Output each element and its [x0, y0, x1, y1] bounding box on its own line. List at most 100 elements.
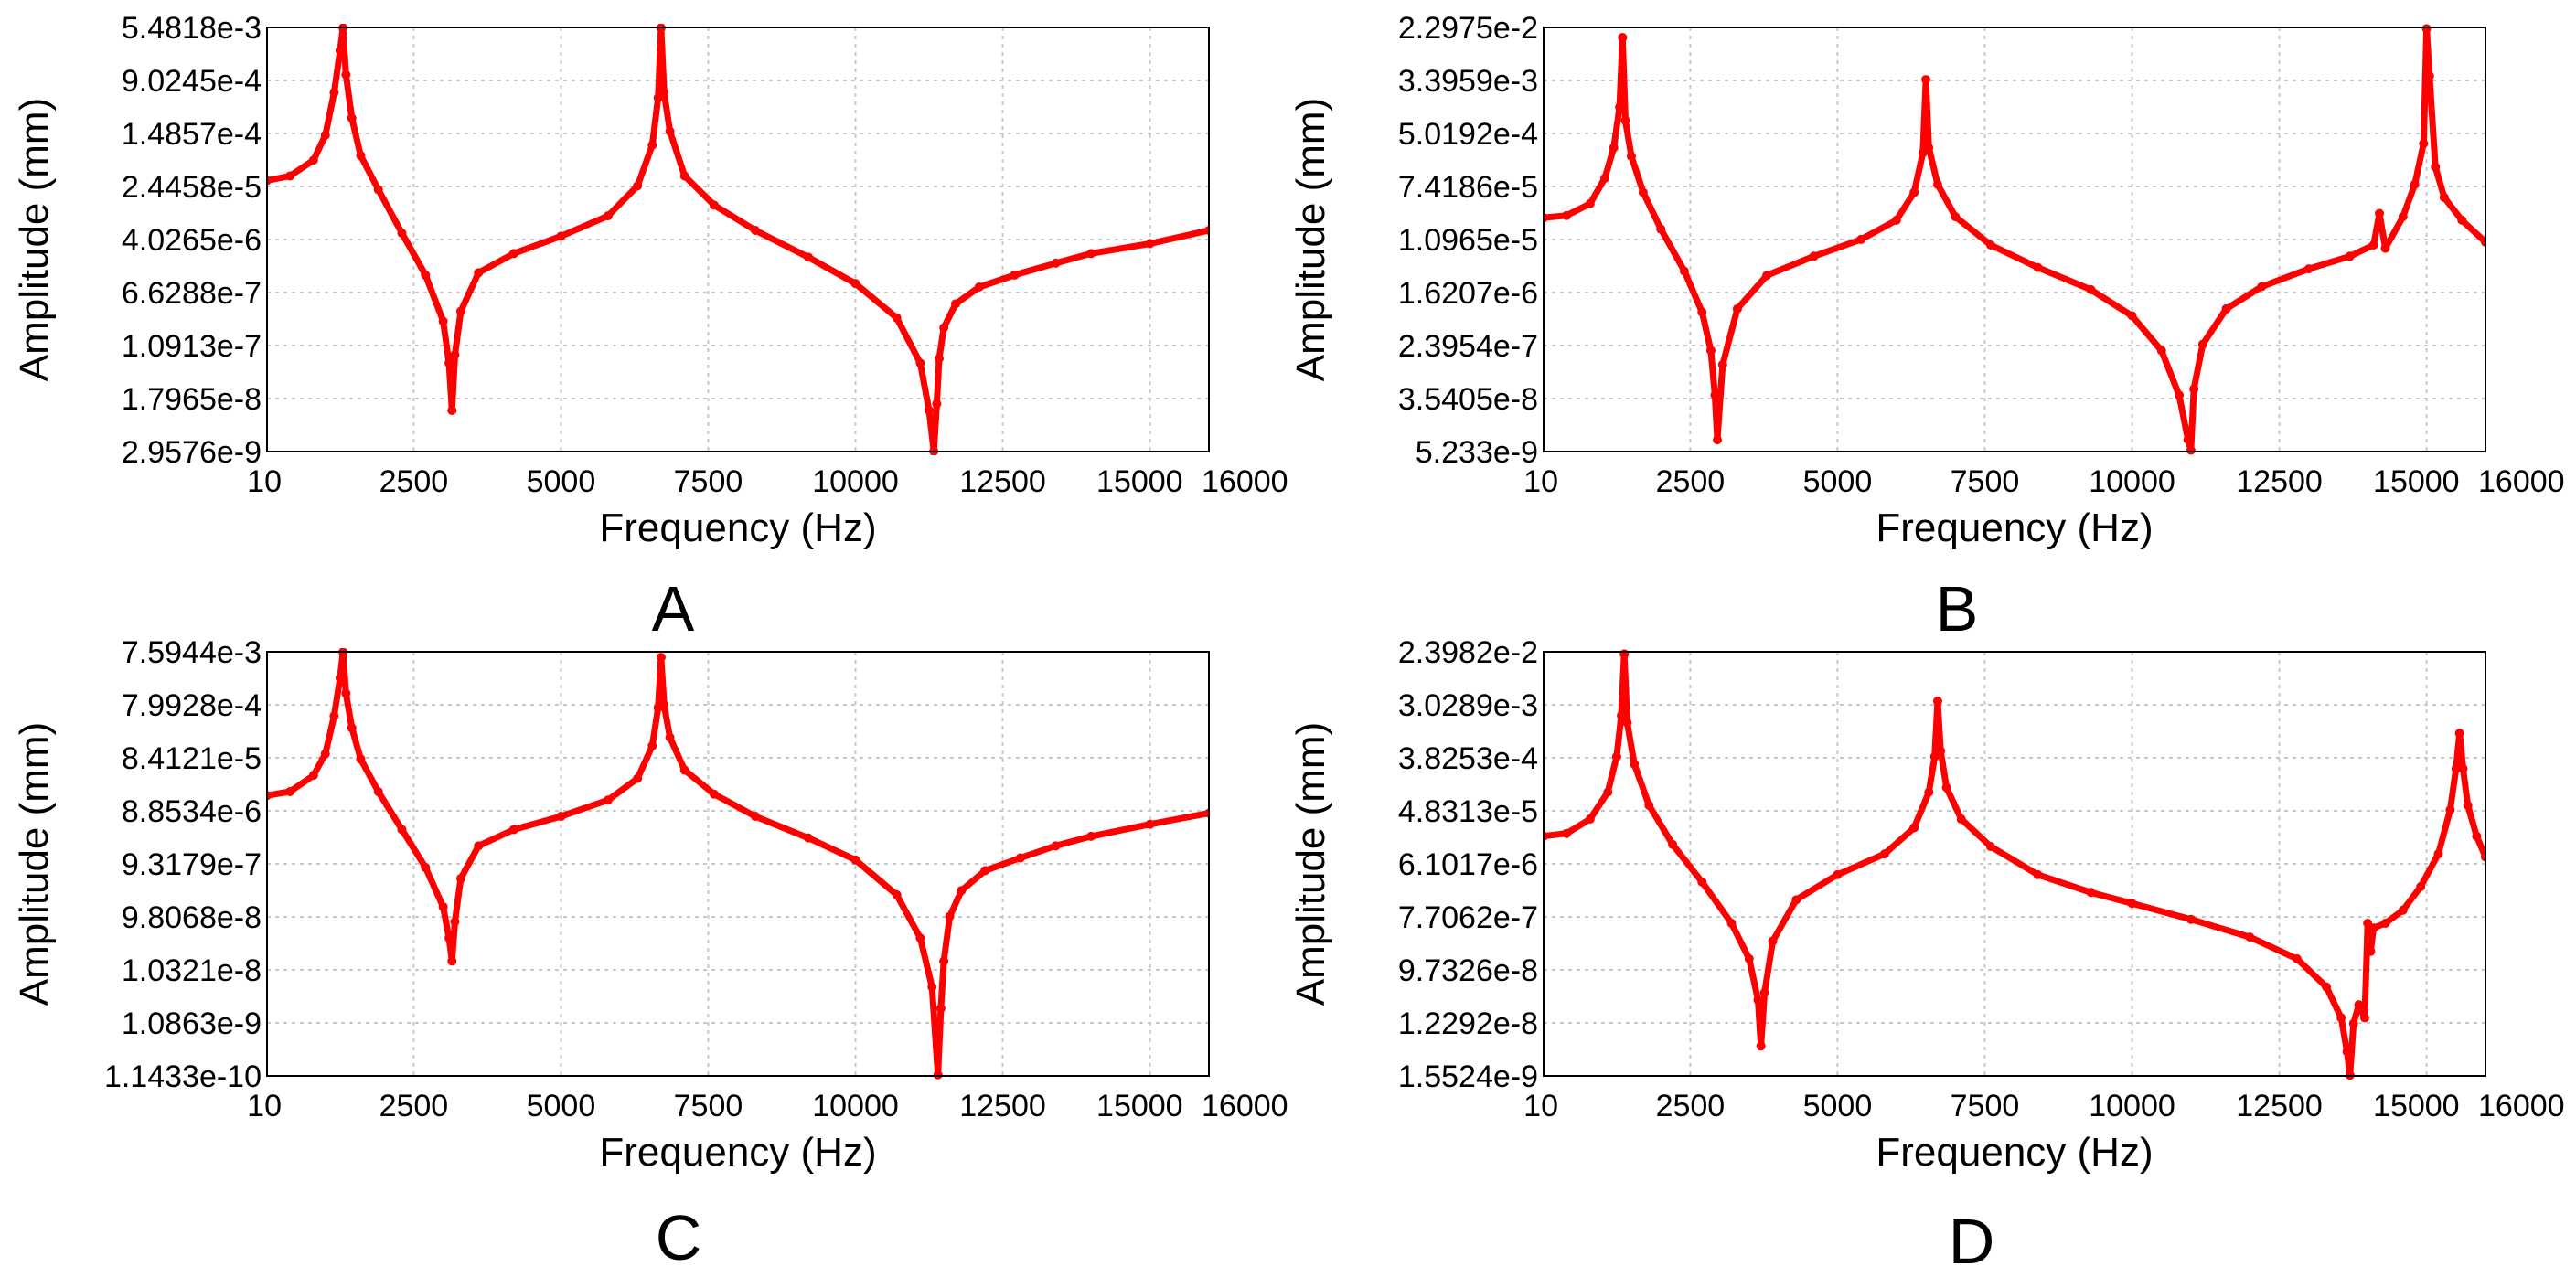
- panel-caption: D: [1949, 1206, 1995, 1277]
- chart-panel-d: 10 2500 5000 7500 10000 12500 15000 16000 2.3982…: [1288, 635, 2565, 1277]
- data-point: [925, 405, 935, 415]
- data-point: [2175, 390, 2185, 400]
- data-point: [1891, 215, 1901, 225]
- data-point: [1705, 346, 1716, 356]
- y-tick-label: 4.8313e-5: [1398, 794, 1538, 829]
- data-point: [474, 841, 484, 851]
- data-point: [2189, 384, 2199, 394]
- data-point: [1744, 953, 1754, 963]
- y-tick-label: 5.233e-9: [1416, 435, 1538, 470]
- data-point: [2451, 763, 2461, 773]
- data-point: [285, 787, 295, 797]
- data-point: [1679, 266, 1689, 276]
- y-tick-label: 1.0913e-7: [122, 329, 262, 364]
- x-tick-label: 12500: [959, 464, 1046, 499]
- data-point: [1010, 270, 1020, 280]
- data-point: [1791, 895, 1801, 905]
- data-point: [1732, 303, 1742, 314]
- y-tick-label: 1.7965e-8: [122, 382, 262, 417]
- data-point: [329, 711, 339, 721]
- data-point: [1544, 213, 1548, 223]
- x-tick-label: 5000: [527, 464, 596, 499]
- data-point: [508, 825, 518, 835]
- y-tick-label: 7.7062e-7: [1398, 900, 1538, 935]
- data-point: [1956, 814, 1966, 825]
- x-axis-label: Frequency (Hz): [599, 1130, 876, 1175]
- y-tick-label: 9.7326e-8: [1398, 953, 1538, 988]
- data-point: [2481, 237, 2485, 247]
- x-tick-label: 10000: [812, 464, 899, 499]
- data-point: [1204, 808, 1209, 818]
- data-point: [2303, 264, 2314, 274]
- data-point: [1603, 787, 1613, 797]
- data-point: [335, 673, 345, 683]
- data-point: [2445, 805, 2455, 815]
- data-point: [320, 749, 330, 759]
- data-point: [308, 155, 318, 165]
- data-point: [1599, 173, 1609, 183]
- data-point: [1936, 746, 1946, 756]
- data-point: [1809, 251, 1819, 261]
- data-point: [2458, 763, 2468, 773]
- data-point: [2086, 284, 2096, 294]
- y-tick-label: 9.8068e-8: [122, 900, 262, 935]
- data-point: [1941, 782, 1951, 793]
- y-tick-label: 7.9928e-4: [122, 688, 262, 723]
- x-tick-label: 2500: [1656, 464, 1726, 499]
- y-tick-label: 3.8253e-4: [1398, 741, 1538, 776]
- data-point: [2245, 932, 2255, 942]
- x-axis-label: Frequency (Hz): [1876, 506, 2153, 550]
- data-point: [1644, 800, 1654, 810]
- data-point: [356, 754, 366, 764]
- data-point: [939, 956, 949, 966]
- x-tick-label: 7500: [1951, 1089, 2020, 1123]
- data-point: [1762, 271, 1772, 281]
- data-point: [2375, 208, 2385, 218]
- x-tick-label: 2500: [1656, 1089, 1726, 1123]
- data-point: [438, 902, 448, 912]
- data-point: [1726, 919, 1737, 929]
- data-point: [341, 688, 351, 698]
- x-axis-label: Frequency (Hz): [599, 506, 876, 550]
- data-point: [665, 126, 675, 136]
- data-point: [951, 299, 961, 309]
- data-point: [285, 171, 295, 181]
- data-point: [421, 270, 431, 280]
- data-point: [267, 791, 272, 801]
- data-point: [347, 113, 357, 123]
- data-point: [803, 833, 813, 843]
- data-point: [603, 211, 613, 221]
- x-tick-label: 12500: [2236, 1089, 2323, 1123]
- y-tick-label: 9.3179e-7: [122, 847, 262, 882]
- x-tick-label: 15000: [1096, 1089, 1183, 1123]
- data-point: [2322, 982, 2332, 992]
- x-tick-label: 16000: [1202, 464, 1288, 499]
- data-point: [934, 354, 944, 364]
- data-point: [438, 316, 448, 326]
- data-point: [915, 933, 925, 943]
- x-tick-label: 10: [1523, 1089, 1558, 1123]
- data-point: [2421, 24, 2432, 34]
- data-point: [1697, 877, 1707, 887]
- chart-panel-a: 10 2500 5000 7500 10000 12500 15000 16000 5.4818…: [12, 11, 1288, 644]
- y-tick-label: 1.5524e-9: [1398, 1059, 1538, 1094]
- plot-frame: [266, 651, 1210, 1077]
- data-point: [1656, 224, 1666, 234]
- y-tick-label: 3.0289e-3: [1398, 688, 1538, 723]
- data-point: [647, 740, 657, 750]
- x-tick-label: 5000: [1803, 464, 1873, 499]
- data-point: [450, 917, 460, 927]
- data-point: [945, 911, 955, 921]
- data-point: [2424, 71, 2434, 81]
- data-point: [2457, 215, 2467, 225]
- data-point: [347, 723, 357, 733]
- data-point: [2348, 1018, 2358, 1028]
- y-tick-label: 2.3954e-7: [1398, 329, 1538, 364]
- data-point: [1909, 187, 1919, 197]
- x-axis-label: Frequency (Hz): [1876, 1130, 2153, 1175]
- panel-caption: A: [652, 573, 695, 644]
- x-tick-label: 16000: [1202, 1089, 1288, 1123]
- data-point: [1051, 841, 1061, 851]
- data-point: [397, 825, 407, 835]
